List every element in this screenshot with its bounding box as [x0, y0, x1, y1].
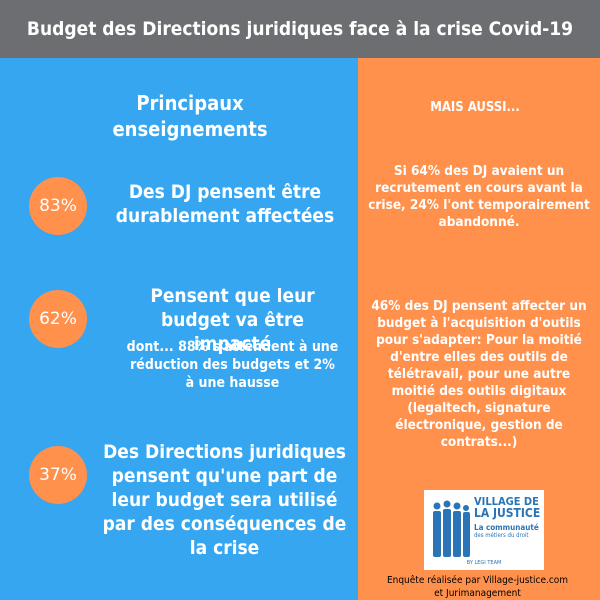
logo-line-4: des métiers du droit: [474, 532, 529, 539]
logo-line-5: BY LEGI TEAM: [466, 560, 502, 566]
logo-line-3: La communauté: [474, 523, 539, 532]
stat-badge-37: 37%: [29, 446, 87, 504]
stat-subtext-62: dont... 88% s'attendent à une réduction …: [126, 339, 339, 391]
page-title: Budget des Directions juridiques face à …: [26, 18, 574, 40]
village-justice-logo: VILLAGE DE LA JUSTICE La communauté des …: [424, 490, 544, 570]
stat-text-83: Des DJ pensent être durablement affectée…: [115, 181, 335, 227]
header-bar: Budget des Directions juridiques face à …: [0, 0, 600, 58]
footer-credit: Enquête réalisée par Village-justice.com…: [386, 575, 569, 599]
right-block-outils: 46% des DJ pensent affecter un budget à …: [371, 298, 587, 450]
logo-line-1: VILLAGE DE: [474, 495, 539, 508]
logo-line-2: LA JUSTICE: [474, 506, 541, 520]
stat-text-37: Des Directions juridiques pensent qu'une…: [102, 441, 347, 559]
section-title: Principaux enseignements: [112, 91, 268, 141]
people-figures-icon: [433, 500, 470, 557]
stat-badge-83: 83%: [29, 177, 87, 235]
stat-text-62: Pensent que leur budget va être impacté: [150, 285, 315, 355]
right-heading: MAIS AUSSI...: [430, 100, 520, 115]
stat-badge-62: 62%: [29, 290, 87, 348]
right-block-recrutement: Si 64% des DJ avaient un recrutement en …: [368, 163, 590, 230]
